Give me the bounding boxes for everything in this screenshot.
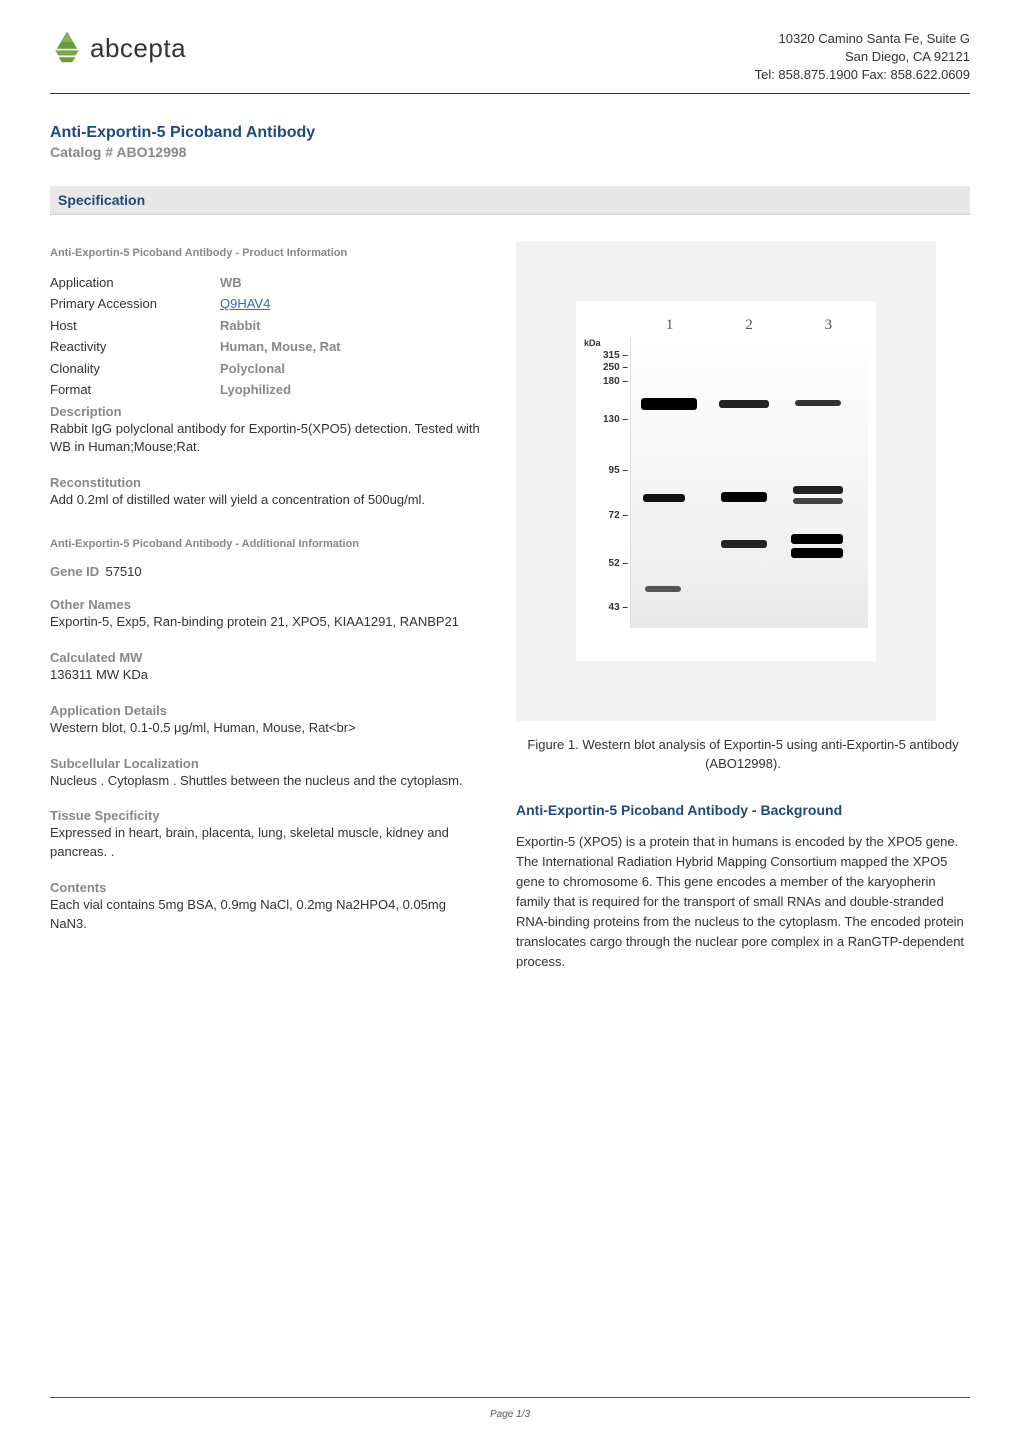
subcellular-body: Nucleus . Cytoplasm . Shuttles between t… [50, 772, 480, 791]
address-line-2: San Diego, CA 92121 [755, 48, 970, 66]
background-heading: Anti-Exportin-5 Picoband Antibody - Back… [516, 802, 970, 818]
page-footer: Page 1/3 [0, 1409, 1020, 1420]
blot-band [795, 400, 841, 406]
application-details-label: Application Details [50, 703, 480, 718]
ladder-unit: kDa [584, 338, 630, 348]
blot-body: kDa 315 –250 – 180 – 130 – 95 – 72 – 52 – 43 – [584, 338, 868, 628]
val-clonality: Polyclonal [220, 359, 480, 379]
logo: abcepta [50, 30, 186, 67]
footer-rule [50, 1397, 970, 1398]
blot-gel [630, 338, 868, 628]
description-body: Rabbit IgG polyclonal antibody for Expor… [50, 420, 480, 458]
row-reactivity: Reactivity Human, Mouse, Rat [50, 337, 480, 357]
blot-band [721, 492, 767, 502]
gene-id-row: Gene ID 57510 [50, 564, 480, 579]
row-primary-accession: Primary Accession Q9HAV4 [50, 294, 480, 314]
tissue-body: Expressed in heart, brain, placenta, lun… [50, 824, 480, 862]
contents-label: Contents [50, 880, 480, 895]
key-primary-accession: Primary Accession [50, 294, 220, 314]
blot-band [791, 548, 843, 558]
ladder-tick: 95 – [609, 465, 628, 476]
blot-caption: Figure 1. Western blot analysis of Expor… [516, 735, 970, 774]
key-clonality: Clonality [50, 359, 220, 379]
gene-id-label: Gene ID [50, 564, 99, 579]
company-contact: 10320 Camino Santa Fe, Suite G San Diego… [755, 30, 970, 85]
val-format: Lyophilized [220, 380, 480, 400]
description-label: Description [50, 404, 480, 419]
key-format: Format [50, 380, 220, 400]
blot-band [645, 586, 681, 592]
catalog-number: Catalog # ABO12998 [50, 144, 970, 160]
blot-band [793, 498, 843, 504]
val-primary-accession[interactable]: Q9HAV4 [220, 294, 480, 314]
val-reactivity: Human, Mouse, Rat [220, 337, 480, 357]
contact-line: Tel: 858.875.1900 Fax: 858.622.0609 [755, 66, 970, 84]
row-clonality: Clonality Polyclonal [50, 359, 480, 379]
ladder-tick: 43 – [609, 602, 628, 613]
specification-bar: Specification [50, 186, 970, 215]
blot-lane-labels: 1 2 3 [630, 317, 868, 334]
blot-ladder: kDa 315 –250 – 180 – 130 – 95 – 72 – 52 – 43 – [584, 338, 630, 628]
row-host: Host Rabbit [50, 316, 480, 336]
background-body: Exportin-5 (XPO5) is a protein that in h… [516, 832, 970, 973]
ladder-tick: 180 – [603, 376, 628, 387]
row-format: Format Lyophilized [50, 380, 480, 400]
blot-band [641, 398, 697, 410]
val-host: Rabbit [220, 316, 480, 336]
blot-panel: 1 2 3 kDa 315 –250 – 180 – 130 – 95 – 72 – 52… [516, 241, 936, 721]
address-line-1: 10320 Camino Santa Fe, Suite G [755, 30, 970, 48]
lane-2: 2 [745, 317, 753, 334]
ladder-tick: 315 – [603, 350, 628, 361]
gene-id-value: 57510 [105, 564, 141, 579]
ladder-tick: 52 – [609, 558, 628, 569]
product-title: Anti-Exportin-5 Picoband Antibody [50, 124, 970, 142]
contents-body: Each vial contains 5mg BSA, 0.9mg NaCl, … [50, 896, 480, 934]
content-columns: Anti-Exportin-5 Picoband Antibody - Prod… [50, 241, 970, 973]
tissue-label: Tissue Specificity [50, 808, 480, 823]
right-column: 1 2 3 kDa 315 –250 – 180 – 130 – 95 – 72 – 52… [516, 241, 970, 973]
logo-icon [50, 30, 84, 67]
additional-info-heading: Anti-Exportin-5 Picoband Antibody - Addi… [50, 538, 480, 550]
blot-band [721, 540, 767, 548]
key-host: Host [50, 316, 220, 336]
ladder-tick: 130 – [603, 414, 628, 425]
page-header: abcepta 10320 Camino Santa Fe, Suite G S… [50, 30, 970, 94]
left-column: Anti-Exportin-5 Picoband Antibody - Prod… [50, 241, 480, 973]
calculated-mw-label: Calculated MW [50, 650, 480, 665]
ladder-tick: 250 – [603, 362, 628, 373]
blot-image: 1 2 3 kDa 315 –250 – 180 – 130 – 95 – 72 – 52… [576, 301, 876, 661]
application-details-body: Western blot, 0.1-0.5 μg/ml, Human, Mous… [50, 719, 480, 738]
key-application: Application [50, 273, 220, 293]
subcellular-label: Subcellular Localization [50, 756, 480, 771]
product-info-heading: Anti-Exportin-5 Picoband Antibody - Prod… [50, 247, 480, 259]
key-reactivity: Reactivity [50, 337, 220, 357]
ladder-tick: 72 – [609, 510, 628, 521]
row-application: Application WB [50, 273, 480, 293]
blot-band [643, 494, 685, 502]
lane-1: 1 [666, 317, 674, 334]
lane-3: 3 [825, 317, 833, 334]
company-name: abcepta [90, 33, 186, 64]
calculated-mw-body: 136311 MW KDa [50, 666, 480, 685]
reconstitution-body: Add 0.2ml of distilled water will yield … [50, 491, 480, 510]
val-application: WB [220, 273, 480, 293]
other-names-label: Other Names [50, 597, 480, 612]
reconstitution-label: Reconstitution [50, 475, 480, 490]
blot-band [791, 534, 843, 544]
other-names-body: Exportin-5, Exp5, Ran-binding protein 21… [50, 613, 480, 632]
blot-band [793, 486, 843, 494]
blot-band [719, 400, 769, 408]
